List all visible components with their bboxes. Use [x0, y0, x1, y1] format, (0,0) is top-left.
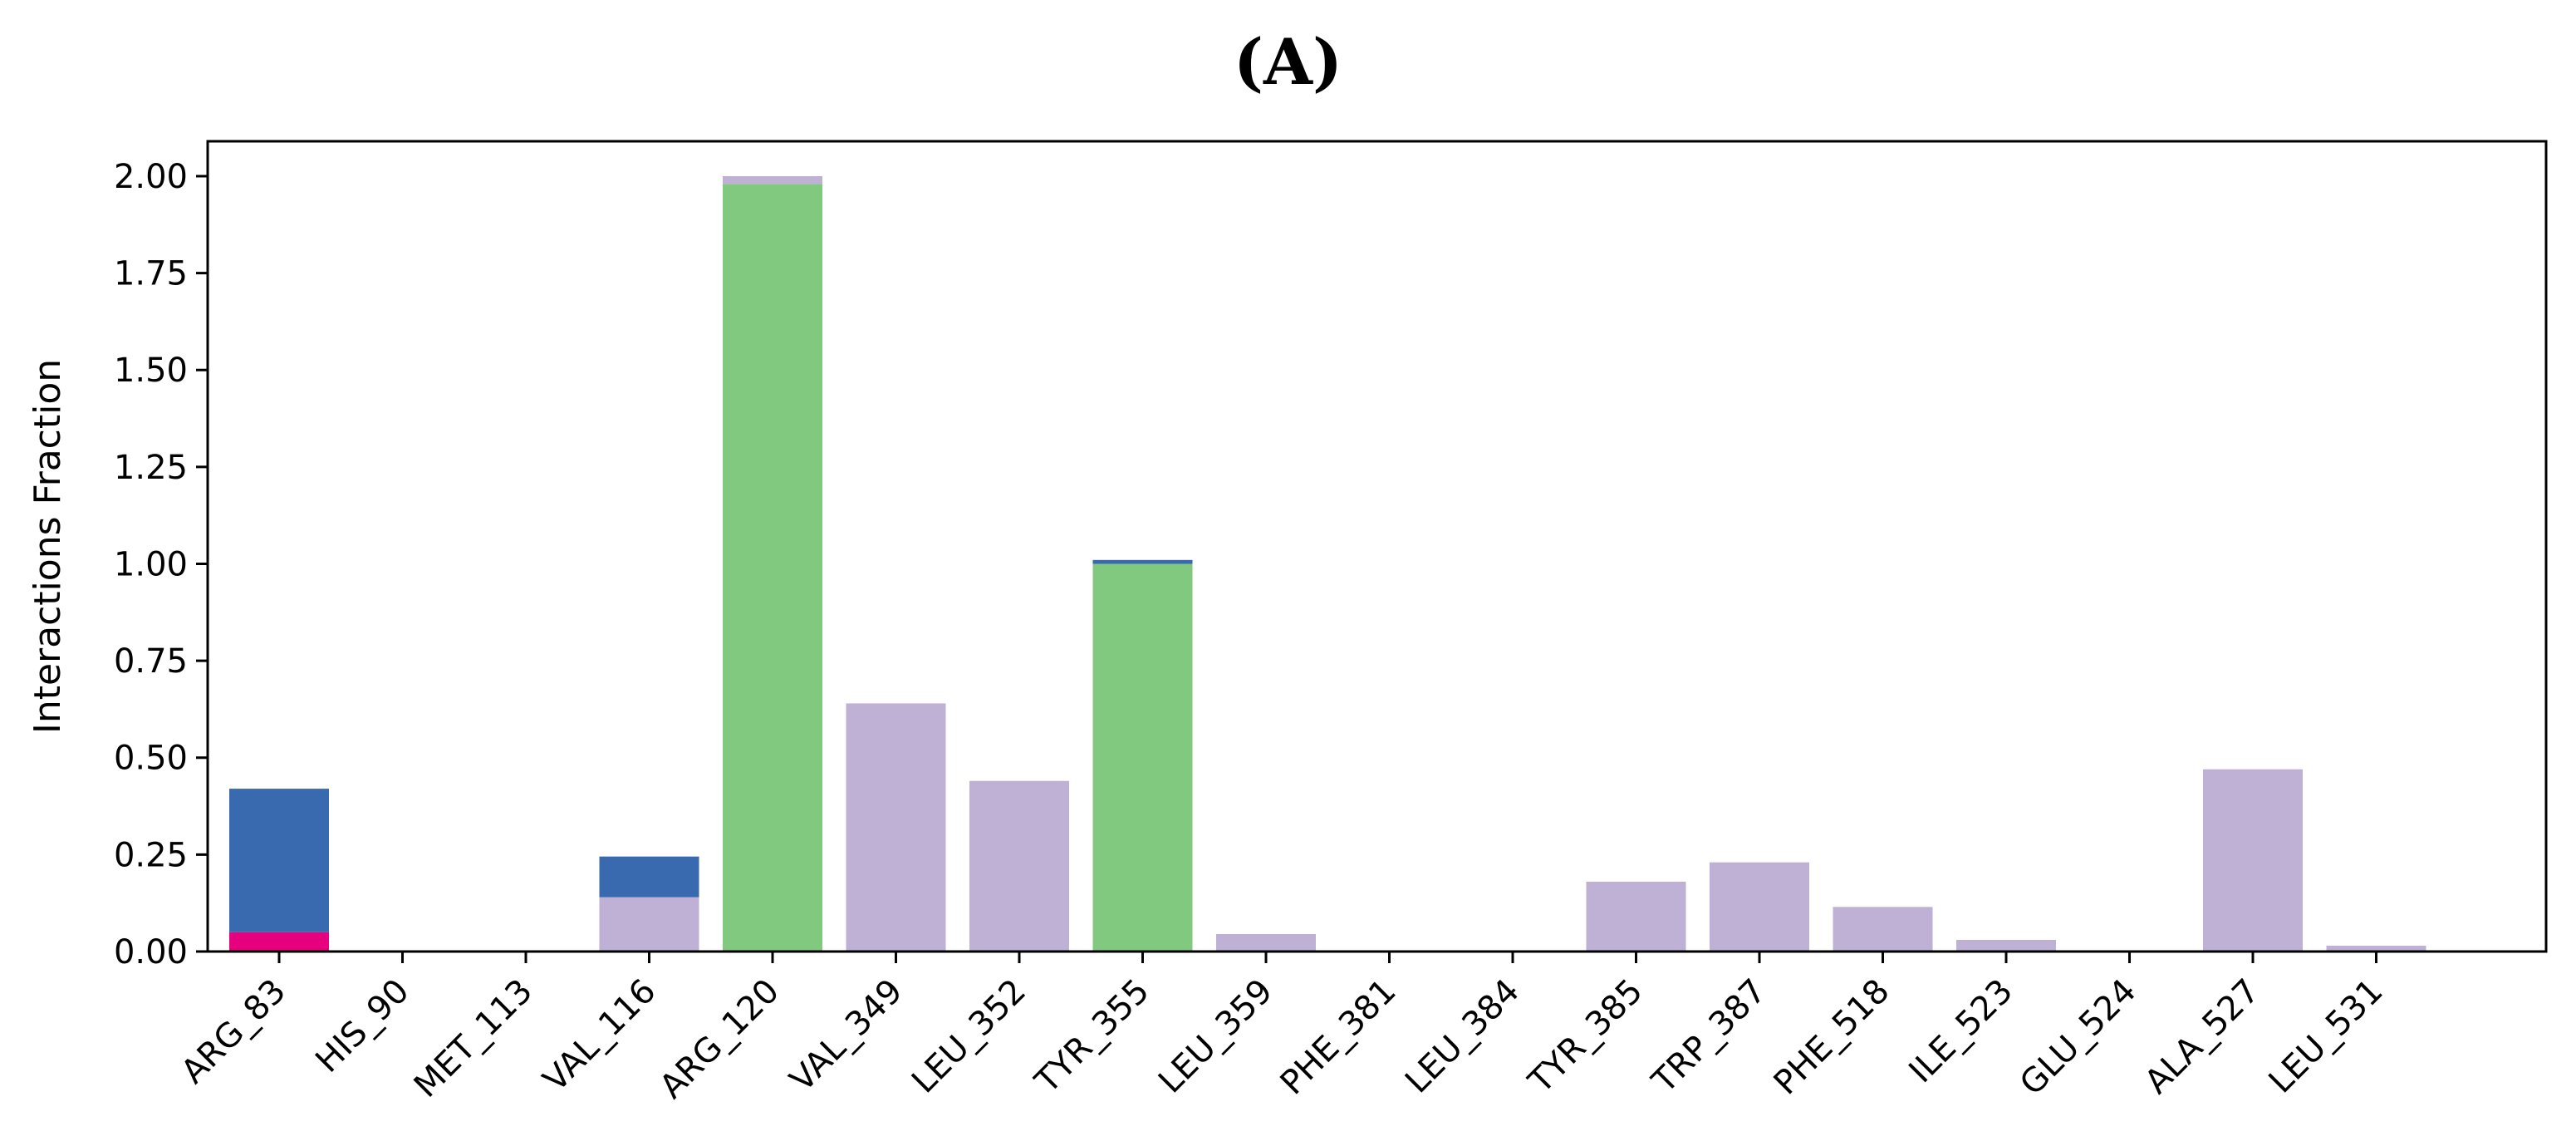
bar-val-349-segment-2	[846, 703, 946, 952]
y-tick-label: 2.00	[114, 158, 188, 196]
y-tick-label: 1.75	[114, 255, 188, 293]
panel-label: (A)	[1234, 25, 1342, 99]
bar-leu-359-segment-2	[1216, 934, 1316, 952]
x-tick-label: ARG_120	[652, 972, 787, 1107]
y-tick-label: 0.25	[114, 836, 188, 874]
x-tick-label: LEU_531	[2262, 972, 2391, 1101]
x-tick-label: TYR_385	[1521, 972, 1651, 1102]
x-tick-label: ARG_83	[174, 972, 293, 1092]
bar-phe-518-segment-2	[1833, 907, 1933, 952]
x-tick-label: GLU_524	[2013, 972, 2144, 1104]
y-axis: 0.00 0.25 0.50 0.75 1.00 1.25 1.50 1.75 2.00	[114, 158, 208, 971]
plot-frame	[206, 140, 2548, 953]
bars-group	[229, 175, 2426, 952]
bar-arg-83-segment-3	[229, 789, 329, 932]
x-tick-label: ILE_523	[1901, 972, 2020, 1091]
y-axis-title: Interactions Fraction	[27, 359, 69, 734]
y-tick-label: 0.00	[114, 933, 188, 971]
x-tick-label: LEU_359	[1151, 972, 1280, 1101]
bar-leu-352-segment-2	[969, 780, 1069, 952]
bar-trp-387-segment-2	[1710, 862, 1809, 952]
bar-tyr-385-segment-2	[1586, 882, 1686, 952]
bar-arg-120-segment-1	[723, 184, 822, 952]
bar-tyr-355-segment-1	[1092, 563, 1193, 952]
x-tick-label: VAL_349	[783, 972, 910, 1099]
bar-val-116-segment-2	[599, 897, 699, 952]
bar-tyr-355-segment-3	[1092, 559, 1193, 564]
y-tick-label: 1.25	[114, 449, 188, 487]
y-tick-label: 0.75	[114, 642, 188, 681]
y-tick-label: 1.50	[114, 352, 188, 390]
x-tick-label: PHE_381	[1273, 972, 1404, 1103]
x-tick-label: PHE_518	[1767, 972, 1897, 1103]
x-tick-label: LEU_384	[1398, 972, 1527, 1101]
bar-leu-531-segment-2	[2326, 946, 2426, 952]
x-tick-label: MET_113	[407, 972, 540, 1105]
x-tick-label: ALA_527	[2137, 972, 2267, 1102]
y-tick-label: 1.00	[114, 545, 188, 583]
bar-arg-120-segment-2	[723, 175, 822, 184]
x-tick-label: LEU_352	[905, 972, 1033, 1101]
x-axis: ARG_83 HIS_90MET_113VAL_116ARG_120VAL_349…	[174, 952, 2391, 1107]
y-tick-label: 0.50	[114, 740, 188, 778]
bar-ala-527-segment-2	[2203, 769, 2303, 952]
bar-val-116-segment-3	[599, 856, 699, 897]
bar-arg-83-segment-0	[229, 932, 329, 952]
x-tick-label: VAL_116	[536, 972, 663, 1099]
x-tick-label: TYR_355	[1028, 972, 1157, 1102]
x-tick-label: HIS_90	[308, 972, 416, 1080]
bar-ile-523-segment-2	[1956, 940, 2056, 952]
x-tick-label: TRP_387	[1645, 972, 1774, 1101]
